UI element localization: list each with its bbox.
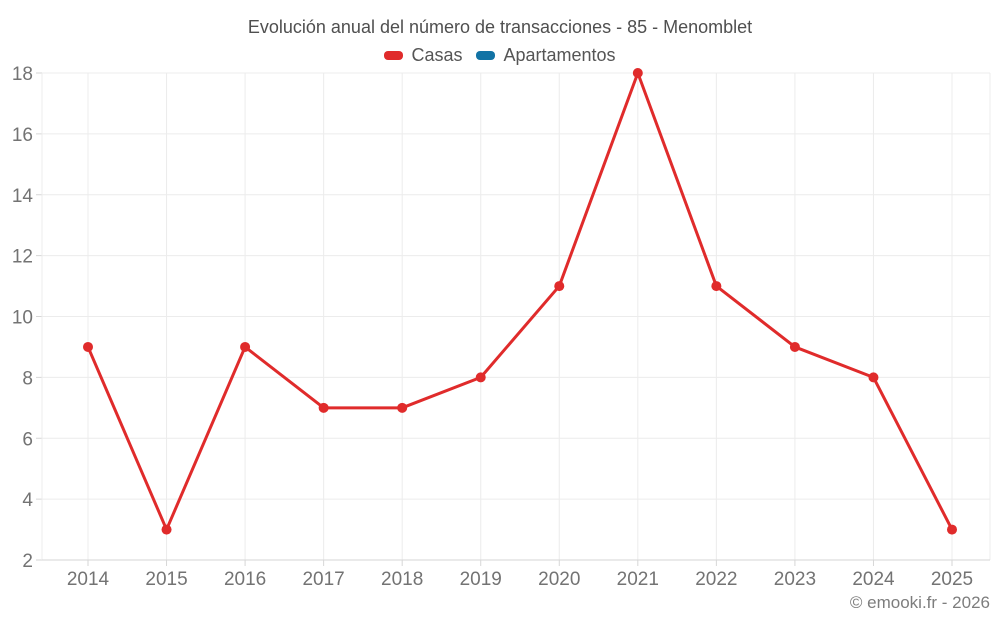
x-axis-tick-label: 2018 [381,569,423,590]
legend-item-apartamentos[interactable]: Apartamentos [476,45,616,66]
data-point-casas-2021[interactable] [632,68,643,78]
x-axis-tick-label: 2023 [774,569,816,590]
data-point-casas-2023[interactable] [789,341,800,352]
data-point-casas-2015[interactable] [161,524,172,535]
x-axis-tick-label: 2025 [931,569,973,590]
y-axis-tick-label: 16 [12,125,33,146]
chart-legend: Casas Apartamentos [0,45,1000,66]
attribution-text: © emooki.fr - 2026 [849,593,990,612]
legend-label-casas: Casas [411,45,463,65]
y-axis-tick-label: 8 [22,368,33,389]
y-axis-tick-label: 6 [22,429,33,450]
data-point-casas-2022[interactable] [711,281,722,292]
data-point-casas-2025[interactable] [947,524,957,535]
x-axis-tick-label: 2024 [852,569,895,590]
data-point-casas-2018[interactable] [397,402,408,413]
data-point-casas-2019[interactable] [475,372,486,383]
y-axis-tick-label: 4 [22,490,33,511]
y-axis-tick-label: 10 [12,308,33,329]
x-axis-tick-label: 2020 [538,569,580,590]
series-line-casas [86,71,954,532]
chart-title: Evolución anual del número de transaccio… [247,17,753,37]
legend-item-casas[interactable]: Casas [384,45,462,66]
x-axis-tick-label: 2021 [617,569,659,590]
x-axis-tick-label: 2019 [460,569,502,590]
y-axis-tick-label: 12 [12,247,33,268]
x-axis-tick-label: 2017 [302,569,344,590]
x-axis-tick-label: 2022 [695,569,737,590]
legend-swatch-casas-icon [384,51,404,60]
data-point-casas-2014[interactable] [83,341,93,352]
y-axis-tick-label: 18 [12,64,33,85]
data-point-casas-2017[interactable] [318,402,329,413]
data-point-casas-2020[interactable] [554,281,565,292]
x-axis-tick-label: 2016 [224,569,266,590]
legend-swatch-apartamentos-icon [476,51,496,60]
data-point-casas-2016[interactable] [240,341,251,352]
y-axis-tick-label: 2 [22,551,33,572]
data-point-casas-2024[interactable] [868,372,879,383]
x-axis-tick-label: 2014 [67,569,110,590]
y-axis-tick-label: 14 [12,186,34,207]
legend-label-apartamentos: Apartamentos [503,45,616,65]
x-axis-tick-label: 2015 [145,569,187,590]
